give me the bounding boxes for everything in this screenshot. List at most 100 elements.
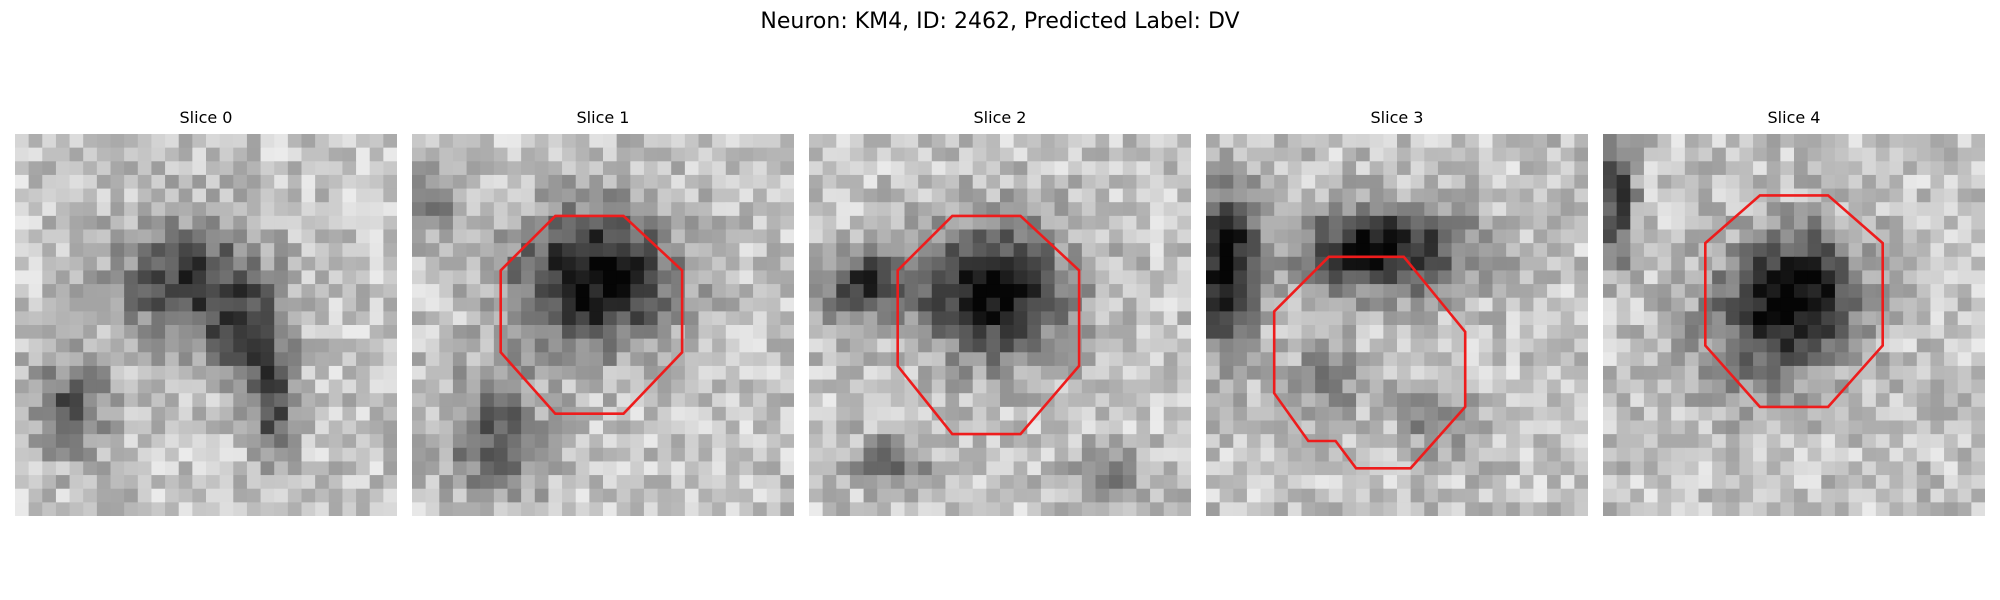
- image-pixel: [945, 311, 960, 326]
- image-pixel: [877, 188, 892, 203]
- image-pixel: [1068, 379, 1083, 394]
- image-pixel: [1287, 325, 1303, 340]
- image-pixel: [412, 161, 427, 176]
- image-pixel: [959, 311, 974, 326]
- image-pixel: [1780, 461, 1795, 476]
- image-pixel: [493, 461, 509, 476]
- image-pixel: [822, 447, 837, 463]
- image-pixel: [1712, 270, 1727, 285]
- image-pixel: [151, 352, 166, 367]
- image-pixel: [1219, 488, 1234, 503]
- image-pixel: [1506, 461, 1521, 476]
- image-pixel: [1643, 134, 1659, 149]
- image-pixel: [1027, 352, 1042, 367]
- image-pixel: [836, 284, 851, 299]
- image-pixel: [1957, 365, 1972, 381]
- image-pixel: [1506, 284, 1521, 299]
- image-pixel: [1492, 379, 1507, 394]
- image-pixel: [643, 420, 659, 435]
- image-pixel: [1616, 243, 1631, 258]
- image-pixel: [684, 475, 700, 490]
- image-pixel: [1410, 270, 1425, 285]
- image-pixel: [521, 406, 536, 422]
- image-pixel: [1630, 502, 1645, 516]
- image-pixel: [822, 502, 837, 516]
- image-pixel: [124, 365, 139, 381]
- image-pixel: [1342, 447, 1357, 463]
- image-pixel: [1547, 174, 1562, 190]
- image-pixel: [1671, 311, 1686, 326]
- image-pixel: [1807, 393, 1822, 408]
- image-pixel: [1944, 365, 1959, 381]
- image-pixel: [1944, 352, 1959, 367]
- image-pixel: [1903, 502, 1918, 516]
- image-pixel: [1027, 365, 1042, 381]
- image-pixel: [246, 243, 262, 258]
- image-pixel: [466, 475, 481, 490]
- image-pixel: [1095, 325, 1110, 340]
- image-pixel: [1684, 297, 1700, 312]
- image-pixel: [15, 311, 30, 326]
- image-pixel: [55, 420, 71, 435]
- image-pixel: [480, 447, 495, 463]
- image-pixel: [986, 365, 1001, 381]
- image-pixel: [1944, 311, 1959, 326]
- image-pixel: [1821, 297, 1836, 312]
- image-pixel: [1725, 134, 1741, 149]
- image-pixel: [1603, 475, 1618, 490]
- image-pixel: [1862, 325, 1877, 340]
- image-pixel: [1040, 243, 1056, 258]
- image-pixel: [55, 365, 71, 381]
- image-pixel: [1848, 215, 1863, 231]
- image-pixel: [1109, 488, 1124, 503]
- image-pixel: [274, 475, 289, 490]
- image-pixel: [1301, 174, 1316, 190]
- image-pixel: [151, 461, 166, 476]
- image-pixel: [342, 202, 357, 217]
- image-pixel: [412, 134, 427, 149]
- image-pixel: [1328, 297, 1344, 312]
- image-pixel: [1506, 270, 1521, 285]
- image-pixel: [809, 161, 824, 176]
- image-pixel: [1274, 161, 1289, 176]
- image-pixel: [151, 311, 166, 326]
- image-pixel: [1560, 297, 1575, 312]
- image-pixel: [1054, 393, 1069, 408]
- image-pixel: [178, 134, 193, 149]
- image-pixel: [1478, 284, 1494, 299]
- image-pixel: [69, 215, 84, 231]
- image-pixel: [1437, 161, 1453, 176]
- image-pixel: [1246, 502, 1262, 516]
- image-pixel: [1944, 256, 1959, 272]
- image-pixel: [863, 393, 878, 408]
- image-pixel: [562, 174, 577, 190]
- image-pixel: [1780, 502, 1795, 516]
- image-pixel: [301, 406, 316, 422]
- image-pixel: [684, 311, 700, 326]
- image-pixel: [151, 447, 166, 463]
- image-pixel: [412, 488, 427, 503]
- image-pixel: [15, 502, 30, 516]
- image-pixel: [877, 270, 892, 285]
- image-pixel: [822, 461, 837, 476]
- image-pixel: [507, 215, 522, 231]
- image-pixel: [178, 475, 193, 490]
- image-pixel: [1519, 325, 1535, 340]
- image-pixel: [1506, 379, 1521, 394]
- image-pixel: [1301, 202, 1316, 217]
- image-pixel: [1122, 147, 1138, 162]
- image-pixel: [315, 188, 330, 203]
- image-pixel: [904, 325, 919, 340]
- image-pixel: [1574, 420, 1588, 435]
- image-pixel: [1794, 338, 1809, 353]
- image-pixel: [1095, 161, 1110, 176]
- image-pixel: [1081, 256, 1097, 272]
- image-pixel: [1219, 202, 1234, 217]
- image-pixel: [1478, 502, 1494, 516]
- image-pixel: [1068, 147, 1083, 162]
- image-pixel: [439, 270, 454, 285]
- image-pixel: [1739, 488, 1754, 503]
- image-pixel: [83, 365, 98, 381]
- image-pixel: [836, 215, 851, 231]
- image-pixel: [439, 352, 454, 367]
